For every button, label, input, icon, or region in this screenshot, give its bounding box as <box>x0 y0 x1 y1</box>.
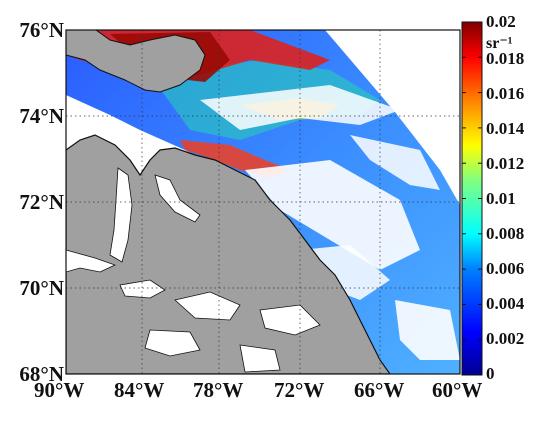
lon-label-60w: 60°W <box>432 378 483 402</box>
lat-label-70n: 70°N <box>19 276 64 300</box>
colorbar-label-0.01: 0.01 <box>486 189 516 208</box>
colorbar-label-0.002: 0.002 <box>486 329 525 348</box>
lat-label-68n: 68°N <box>19 362 64 386</box>
lat-label-76n: 76°N <box>19 18 64 42</box>
lon-label-84w: 84°W <box>114 378 165 402</box>
inlet-admiralty <box>109 167 133 263</box>
colorbar-label-0.004: 0.004 <box>486 294 525 313</box>
lon-label-66w: 66°W <box>354 378 405 402</box>
land-devon-island <box>66 30 206 93</box>
colorbar-label-0.006: 0.006 <box>486 259 525 278</box>
cloud-streak-2 <box>245 160 420 270</box>
colorbar-label-0.016: 0.016 <box>486 84 525 103</box>
colorbar-label-0: 0 <box>486 364 495 383</box>
inlet-southern-lake-2 <box>174 291 241 321</box>
cloud-streak-5 <box>350 135 440 190</box>
cloud-streak-4 <box>395 300 460 360</box>
colorbar-unit: sr⁻¹ <box>486 35 513 52</box>
lon-label-78w: 78°W <box>193 378 244 402</box>
colorbar-ticks <box>462 21 482 376</box>
colorbar-label-0.014: 0.014 <box>486 119 525 138</box>
inlet-southern-lake-5 <box>239 344 281 373</box>
inlet-southern-lake-1 <box>119 279 166 299</box>
colorbar-label-0.02: 0.02 <box>486 12 516 31</box>
graticule <box>66 30 460 374</box>
lat-label-72n: 72°N <box>19 190 64 214</box>
lat-label-74n: 74°N <box>19 104 64 128</box>
colorbar-label-0.018: 0.018 <box>486 49 525 68</box>
inlet-navy-board <box>154 174 201 223</box>
colorbar-label-0.012: 0.012 <box>486 154 525 173</box>
inlet-southern-lake-4 <box>144 329 201 357</box>
lon-label-90w: 90°W <box>34 378 85 402</box>
cloud-streak-3 <box>300 245 390 300</box>
inlet-foxe-basin-west <box>66 249 117 273</box>
colorbar-label-0.008: 0.008 <box>486 224 525 243</box>
map-border <box>65 29 461 375</box>
lon-label-72w: 72°W <box>274 378 325 402</box>
inlet-southern-lake-3 <box>259 304 321 336</box>
